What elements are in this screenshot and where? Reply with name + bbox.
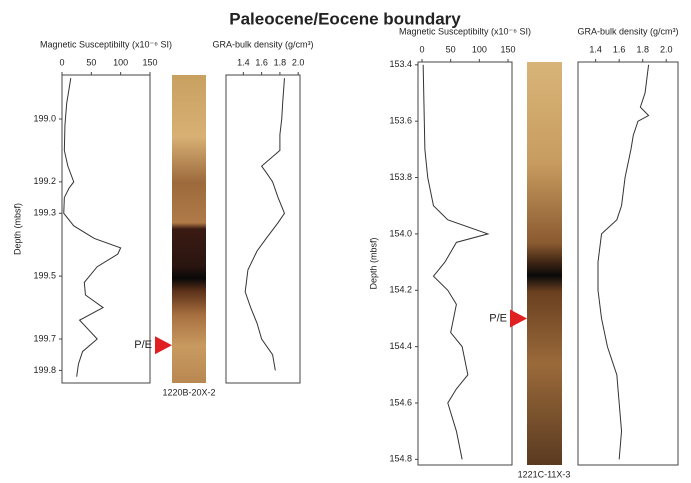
y-tick-label: 199.8 bbox=[33, 365, 56, 375]
boundary-marker bbox=[155, 336, 172, 354]
x-tick-label: 2.0 bbox=[292, 57, 305, 67]
core-label: 1221C-11X-3 bbox=[518, 469, 571, 479]
x-axis-label: Magnetic Susceptibilty (x10⁻⁶ SI) bbox=[399, 26, 531, 36]
y-tick-label: 154.8 bbox=[389, 454, 412, 464]
profile-line bbox=[423, 65, 488, 460]
y-tick-label: 154.2 bbox=[389, 285, 412, 295]
x-tick-label: 150 bbox=[142, 57, 157, 67]
x-tick-label: 50 bbox=[446, 44, 456, 54]
y-tick-label: 199.3 bbox=[33, 208, 56, 218]
x-tick-label: 1.8 bbox=[636, 44, 649, 54]
figure: Paleocene/Eocene boundary Magnetic Susce… bbox=[0, 0, 691, 483]
y-tick-label: 199.5 bbox=[33, 271, 56, 281]
y-tick-label: 154.6 bbox=[389, 397, 412, 407]
y-axis-label: Depth (mbsf) bbox=[12, 203, 22, 255]
x-tick-label: 0 bbox=[420, 44, 425, 54]
x-tick-label: 100 bbox=[113, 57, 128, 67]
x-tick-label: 50 bbox=[86, 57, 96, 67]
core-label: 1220B-20X-2 bbox=[162, 387, 215, 397]
y-tick-label: 199.7 bbox=[33, 333, 56, 343]
boundary-label: P/E bbox=[489, 312, 507, 324]
y-tick-label: 199.2 bbox=[33, 176, 56, 186]
plot-frame bbox=[62, 75, 150, 383]
y-tick-label: 199.0 bbox=[33, 113, 56, 123]
y-tick-label: 154.0 bbox=[389, 228, 412, 238]
x-tick-label: 100 bbox=[472, 44, 487, 54]
x-tick-label: 2.0 bbox=[660, 44, 673, 54]
x-tick-label: 1.8 bbox=[274, 57, 287, 67]
boundary-label: P/E bbox=[134, 339, 152, 351]
x-tick-label: 150 bbox=[500, 44, 515, 54]
profile-line bbox=[245, 78, 284, 370]
plot-frame bbox=[578, 62, 678, 465]
x-tick-label: 1.4 bbox=[237, 57, 250, 67]
profile-line bbox=[64, 78, 121, 377]
plot-frame bbox=[418, 62, 512, 465]
core-image bbox=[172, 75, 206, 383]
x-axis-label: GRA-bulk density (g/cm³) bbox=[577, 26, 678, 36]
y-tick-label: 153.6 bbox=[389, 116, 412, 126]
x-tick-label: 1.4 bbox=[589, 44, 602, 54]
profile-line bbox=[598, 65, 649, 460]
boundary-marker bbox=[510, 309, 527, 327]
x-axis-label: Magnetic Susceptibilty (x10⁻⁶ SI) bbox=[40, 39, 172, 49]
y-axis-label: Depth (mbsf) bbox=[368, 237, 378, 289]
y-tick-label: 153.4 bbox=[389, 59, 412, 69]
x-tick-label: 0 bbox=[59, 57, 64, 67]
x-tick-label: 1.6 bbox=[255, 57, 268, 67]
x-tick-label: 1.6 bbox=[613, 44, 626, 54]
y-tick-label: 153.8 bbox=[389, 172, 412, 182]
plot-frame bbox=[226, 75, 300, 383]
y-tick-label: 154.4 bbox=[389, 341, 412, 351]
x-axis-label: GRA-bulk density (g/cm³) bbox=[212, 39, 313, 49]
core-image bbox=[527, 62, 562, 465]
